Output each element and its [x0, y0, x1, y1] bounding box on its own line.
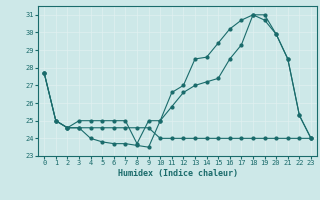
- X-axis label: Humidex (Indice chaleur): Humidex (Indice chaleur): [118, 169, 238, 178]
